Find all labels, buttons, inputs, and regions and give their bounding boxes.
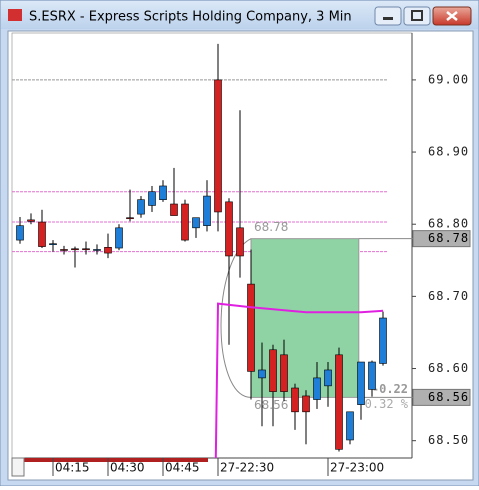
candle-body <box>247 283 255 372</box>
candle-body <box>280 354 288 392</box>
candle-body <box>346 411 354 441</box>
price-tag-label: 68.78 <box>428 231 469 245</box>
candle-body <box>115 227 123 249</box>
candle-body <box>269 349 277 392</box>
candle-body <box>93 249 101 251</box>
maximize-icon <box>411 10 423 21</box>
minimize-icon <box>383 17 393 20</box>
candle-body <box>357 361 365 405</box>
x-tick-label: 27-22:30 <box>220 461 274 475</box>
candle-body <box>368 361 376 390</box>
candle-body <box>38 221 46 247</box>
y-tick-label: 68.50 <box>428 433 469 447</box>
candle-body <box>82 248 90 251</box>
x-tick-label: 04:30 <box>110 461 145 475</box>
candle-body <box>159 185 167 200</box>
candle-body <box>258 369 266 379</box>
candle-body <box>236 227 244 257</box>
candle-body <box>71 248 79 251</box>
candle-body <box>27 219 35 222</box>
y-tick-label: 68.60 <box>428 361 469 375</box>
measure-change: -0.22 <box>372 382 408 396</box>
candle-body <box>181 203 189 241</box>
candle-body <box>16 225 24 241</box>
candle-body <box>379 317 387 364</box>
candle-body <box>291 387 299 413</box>
candle-body <box>313 377 321 400</box>
candle-body <box>203 195 211 226</box>
candle-body <box>214 79 222 213</box>
y-tick-label: 68.90 <box>428 145 469 159</box>
candle-body <box>324 369 332 387</box>
price-tag-label: 68.56 <box>428 390 469 404</box>
candle-body <box>335 354 343 450</box>
candle-body <box>60 249 68 251</box>
candle-body <box>126 217 134 220</box>
y-tick-label: 68.80 <box>428 217 469 231</box>
app-icon <box>8 9 22 21</box>
candle-body <box>302 395 310 413</box>
y-tick-label: 69.00 <box>428 72 469 86</box>
maximize-button[interactable] <box>403 6 431 26</box>
x-tick-label: 04:45 <box>165 461 200 475</box>
price-tag <box>412 230 471 248</box>
average-line <box>214 302 384 459</box>
window-title: S.ESRX - Express Scripts Holding Company… <box>29 10 352 25</box>
scroll-thumb[interactable] <box>11 457 25 477</box>
y-tick-label: 68.70 <box>428 289 469 303</box>
x-tick-label: 27-23:00 <box>330 461 384 475</box>
measure-label: 68.56 <box>254 398 288 412</box>
candle-body <box>148 191 156 206</box>
measure-label: 68.78 <box>254 220 288 234</box>
minimize-button[interactable] <box>374 6 402 26</box>
candle-body <box>192 217 200 229</box>
candle-body <box>170 203 178 216</box>
candle-body <box>137 199 145 215</box>
x-tick-label: 04:15 <box>55 461 90 475</box>
candle-body <box>225 201 233 257</box>
close-icon <box>446 11 458 21</box>
candle-body <box>104 247 112 254</box>
candle-body <box>49 243 57 245</box>
price-tag <box>412 388 471 406</box>
session-bar <box>22 458 208 462</box>
measure-change-pct: -0.32 % <box>357 397 408 411</box>
